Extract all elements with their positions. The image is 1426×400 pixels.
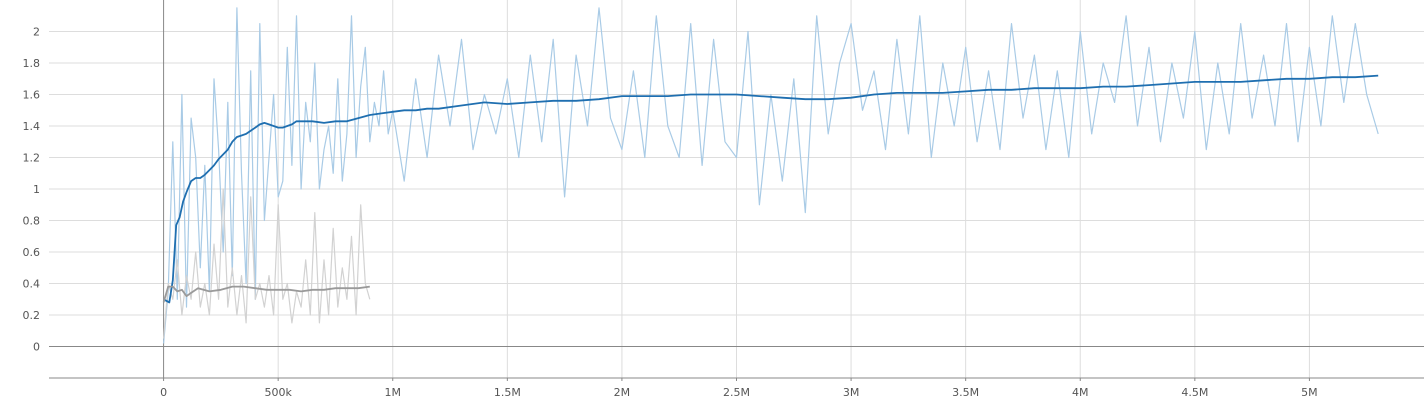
x-tick-label: 500k <box>264 386 292 399</box>
x-tick-label: 0 <box>160 386 167 399</box>
x-tick-label: 3.5M <box>952 386 979 399</box>
gray-raw-series-line <box>163 188 371 339</box>
y-tick-label: 1.8 <box>23 57 41 70</box>
y-tick-label: 1 <box>33 183 40 196</box>
axes <box>49 0 1424 381</box>
x-tick-label: 1.5M <box>494 386 521 399</box>
gray-smoothed-series-line <box>162 285 370 303</box>
x-tick-label: 2M <box>614 386 631 399</box>
x-tick-label: 3M <box>843 386 860 399</box>
x-tick-label: 1M <box>385 386 402 399</box>
x-tick-label: 5M <box>1301 386 1318 399</box>
x-tick-label: 4M <box>1072 386 1089 399</box>
y-tick-label: 0.8 <box>23 215 41 228</box>
tick-labels: 0 0.2 0.4 0.6 0.8 1 1.2 1.4 1.6 1.8 2 0 500k 1M 1.5M 2M… <box>23 26 1318 400</box>
y-tick-label: 1.2 <box>23 152 41 165</box>
blue-raw-series-line <box>163 7 1379 344</box>
y-tick-label: 2 <box>33 26 40 39</box>
y-tick-label: 0.6 <box>23 246 41 259</box>
y-tick-label: 1.6 <box>23 89 41 102</box>
blue-smoothed-series-line <box>163 74 1379 304</box>
series-group <box>162 7 1379 344</box>
y-tick-label: 0.2 <box>23 309 41 322</box>
y-tick-label: 0.4 <box>23 278 41 291</box>
y-tick-label: 1.4 <box>23 120 41 133</box>
y-tick-label: 0 <box>33 341 40 354</box>
x-tick-label: 4.5M <box>1181 386 1208 399</box>
x-tick-label: 2.5M <box>723 386 750 399</box>
grid <box>49 0 1424 378</box>
